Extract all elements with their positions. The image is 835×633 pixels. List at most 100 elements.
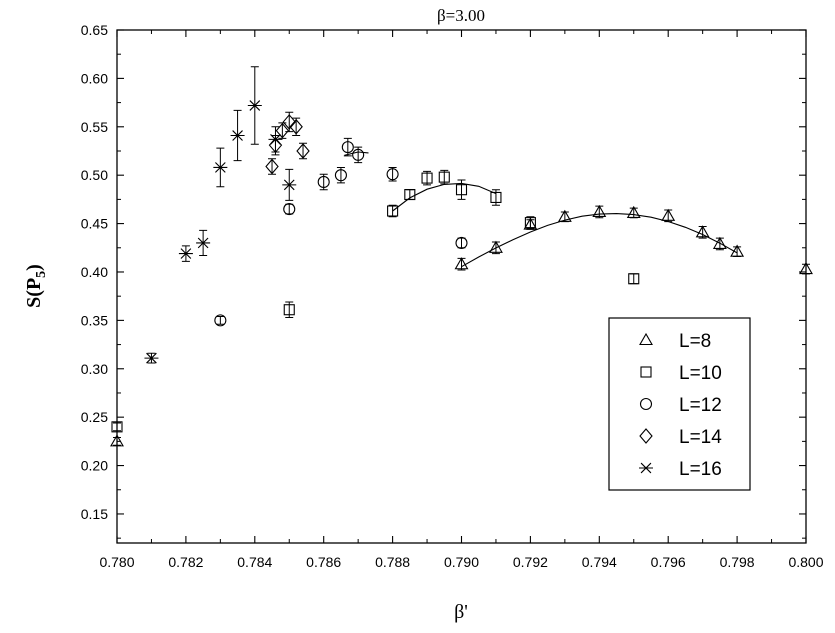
data-point xyxy=(557,209,572,222)
legend: L=8 L=10 L=12 L=14 L=16 xyxy=(608,317,751,491)
error-bar xyxy=(629,273,638,285)
error-bar xyxy=(268,158,277,175)
error-bar xyxy=(388,204,397,218)
legend-marker xyxy=(639,428,653,444)
x-tick-label: 0.798 xyxy=(720,554,755,570)
legend-label: L=14 xyxy=(679,427,722,448)
chart-marks xyxy=(110,66,813,447)
data-point xyxy=(661,208,676,221)
data-point xyxy=(730,244,745,257)
data-point xyxy=(282,179,297,191)
data-point xyxy=(247,100,262,111)
series-L=16 xyxy=(144,66,297,364)
y-axis-title-subscript: 5 xyxy=(34,271,49,278)
error-bar xyxy=(216,316,225,325)
y-tick-label: 0.60 xyxy=(81,70,108,86)
data-point xyxy=(438,171,450,183)
data-point xyxy=(196,237,211,249)
data-point xyxy=(712,236,727,249)
x-tick-label: 0.800 xyxy=(788,554,823,570)
y-tick-label: 0.45 xyxy=(81,216,108,232)
data-point xyxy=(296,143,310,159)
y-axis-title-main: S(P xyxy=(23,278,45,308)
data-point xyxy=(592,204,607,218)
legend-marker xyxy=(640,366,652,378)
data-point xyxy=(489,240,503,253)
x-tick-label: 0.788 xyxy=(375,554,410,570)
series-L=10 xyxy=(111,169,640,433)
x-tick-label: 0.786 xyxy=(306,554,341,570)
data-point xyxy=(386,168,399,181)
error-bar xyxy=(526,216,535,229)
data-point xyxy=(334,169,347,182)
data-point xyxy=(523,217,538,230)
data-point xyxy=(144,352,159,364)
error-bar xyxy=(292,117,301,137)
error-bar xyxy=(457,237,466,249)
y-tick-label: 0.30 xyxy=(81,361,108,377)
y-tick-label: 0.20 xyxy=(81,458,108,474)
error-bar xyxy=(388,166,397,182)
data-point xyxy=(275,122,290,139)
data-point xyxy=(455,184,468,196)
data-point xyxy=(454,257,469,270)
data-point xyxy=(455,236,468,249)
data-point xyxy=(283,203,296,216)
data-point xyxy=(626,205,641,218)
error-bar xyxy=(278,122,287,139)
data-point xyxy=(268,134,283,145)
fit-curve xyxy=(461,213,738,268)
legend-label: L=12 xyxy=(679,395,722,416)
series-L=14 xyxy=(265,111,310,175)
data-point xyxy=(230,130,245,141)
y-tick-label: 0.25 xyxy=(81,409,108,425)
fit-curve xyxy=(392,182,497,212)
legend-box xyxy=(608,317,751,491)
y-tick-label: 0.65 xyxy=(81,22,108,38)
x-axis-title: β' xyxy=(454,601,468,623)
y-axis-title: S(P5) xyxy=(23,264,49,308)
error-bar xyxy=(405,189,414,200)
x-tick-label: 0.780 xyxy=(99,554,134,570)
y-axis-title-close: ) xyxy=(23,264,45,271)
y-tick-label: 0.35 xyxy=(81,312,108,328)
chart-title: β=3.00 xyxy=(437,6,485,25)
data-point xyxy=(214,314,227,327)
series-L=8 xyxy=(110,204,813,447)
axes: 0.780 0.782 0.784 0.786 0.788 0.790 0.792 0.794… xyxy=(81,22,824,570)
x-tick-label: 0.790 xyxy=(444,554,479,570)
legend-marker xyxy=(639,332,653,346)
data-point xyxy=(628,273,640,285)
data-point xyxy=(265,158,279,175)
x-tick-label: 0.792 xyxy=(513,554,548,570)
legend-marker xyxy=(639,462,653,474)
data-point xyxy=(341,141,354,154)
data-point xyxy=(352,148,365,161)
error-bar xyxy=(457,179,466,200)
legend-label: L=16 xyxy=(679,459,722,480)
data-point xyxy=(524,217,536,229)
y-tick-label: 0.55 xyxy=(81,119,108,135)
data-point xyxy=(283,304,295,316)
data-point xyxy=(282,114,296,130)
series-L=12 xyxy=(214,137,468,327)
data-point xyxy=(289,118,303,135)
data-point xyxy=(387,205,399,217)
y-tick-label: 0.50 xyxy=(81,167,108,183)
legend-label: L=8 xyxy=(679,331,711,352)
y-tick-label: 0.15 xyxy=(81,506,108,522)
data-point xyxy=(317,175,330,189)
x-tick-label: 0.794 xyxy=(582,554,617,570)
legend-label: L=10 xyxy=(679,363,722,384)
error-bar xyxy=(299,142,308,160)
x-tick-label: 0.784 xyxy=(237,554,272,570)
data-point xyxy=(213,162,228,173)
data-point xyxy=(695,225,710,238)
data-point xyxy=(490,191,502,204)
legend-marker xyxy=(639,397,653,411)
x-tick-label: 0.782 xyxy=(168,554,203,570)
y-tick-label: 0.40 xyxy=(81,264,108,280)
data-point xyxy=(404,188,416,201)
error-bar xyxy=(343,137,352,157)
